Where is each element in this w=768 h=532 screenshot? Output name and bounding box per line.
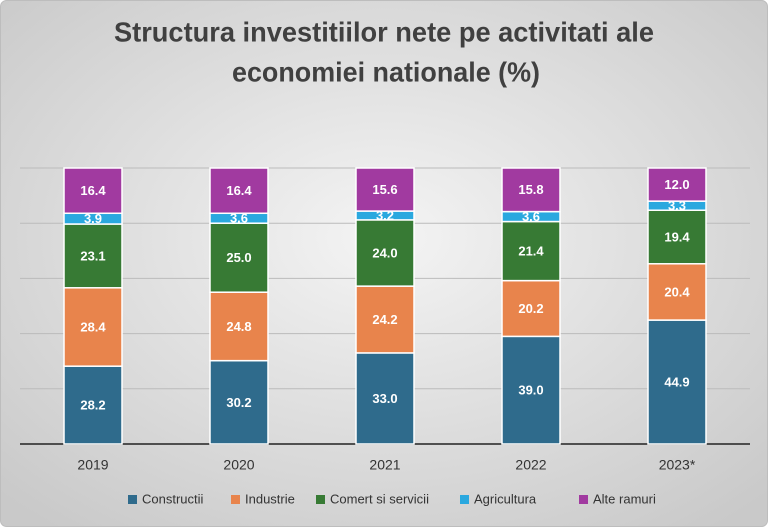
data-label: 24.2 — [372, 312, 397, 327]
legend-label: Comert si servicii — [330, 491, 429, 506]
legend-label: Alte ramuri — [593, 491, 656, 506]
legend-label: Industrie — [245, 491, 295, 506]
data-label: 30.2 — [226, 395, 251, 410]
bar-segment — [647, 167, 707, 202]
x-tick-label: 2019 — [77, 457, 108, 473]
data-label: 44.9 — [664, 374, 689, 389]
data-label: 3.6 — [522, 209, 540, 224]
legend-label: Agricultura — [474, 491, 537, 506]
data-label: 28.4 — [80, 319, 106, 334]
data-label: 23.1 — [80, 248, 105, 263]
chart-title: Structura investitiilor nete pe activita… — [114, 16, 654, 47]
data-label: 21.4 — [518, 244, 544, 259]
bar-segment — [209, 222, 269, 293]
bar-segment — [647, 209, 707, 265]
legend-swatch — [579, 495, 588, 504]
bar-segment — [355, 352, 415, 445]
data-label: 16.4 — [226, 183, 252, 198]
bar-segment — [355, 167, 415, 212]
data-label: 24.0 — [372, 245, 397, 260]
data-label: 33.0 — [372, 391, 397, 406]
legend-swatch — [231, 495, 240, 504]
data-label: 28.2 — [80, 398, 105, 413]
data-label: 19.4 — [664, 229, 690, 244]
legend-swatch — [460, 495, 469, 504]
bar-segment — [501, 167, 561, 213]
data-label: 3.6 — [230, 211, 248, 226]
data-label: 15.6 — [372, 182, 397, 197]
bar-segment — [63, 167, 123, 215]
bar-segment — [647, 263, 707, 321]
data-label: 20.2 — [518, 301, 543, 316]
legend-swatch — [128, 495, 137, 504]
data-label: 12.0 — [664, 177, 689, 192]
data-label: 15.8 — [518, 182, 543, 197]
chart-title: economiei nationale (%) — [232, 56, 540, 87]
legend-swatch — [316, 495, 325, 504]
data-label: 20.4 — [664, 284, 690, 299]
bar-segment — [501, 335, 561, 445]
data-label: 16.4 — [80, 183, 106, 198]
x-tick-label: 2020 — [223, 457, 254, 473]
bar-segment — [355, 285, 415, 354]
x-tick-label: 2021 — [369, 457, 400, 473]
data-label: 25.0 — [226, 250, 251, 265]
data-label: 24.8 — [226, 319, 251, 334]
x-tick-label: 2023* — [659, 457, 696, 473]
bar-segment — [647, 319, 707, 445]
bar-segment — [63, 287, 123, 367]
legend-label: Constructii — [142, 491, 204, 506]
data-label: 3.9 — [84, 211, 102, 226]
x-tick-label: 2022 — [515, 457, 546, 473]
bar-segment — [209, 167, 269, 215]
bar-segment — [355, 219, 415, 287]
data-label: 39.0 — [518, 383, 543, 398]
